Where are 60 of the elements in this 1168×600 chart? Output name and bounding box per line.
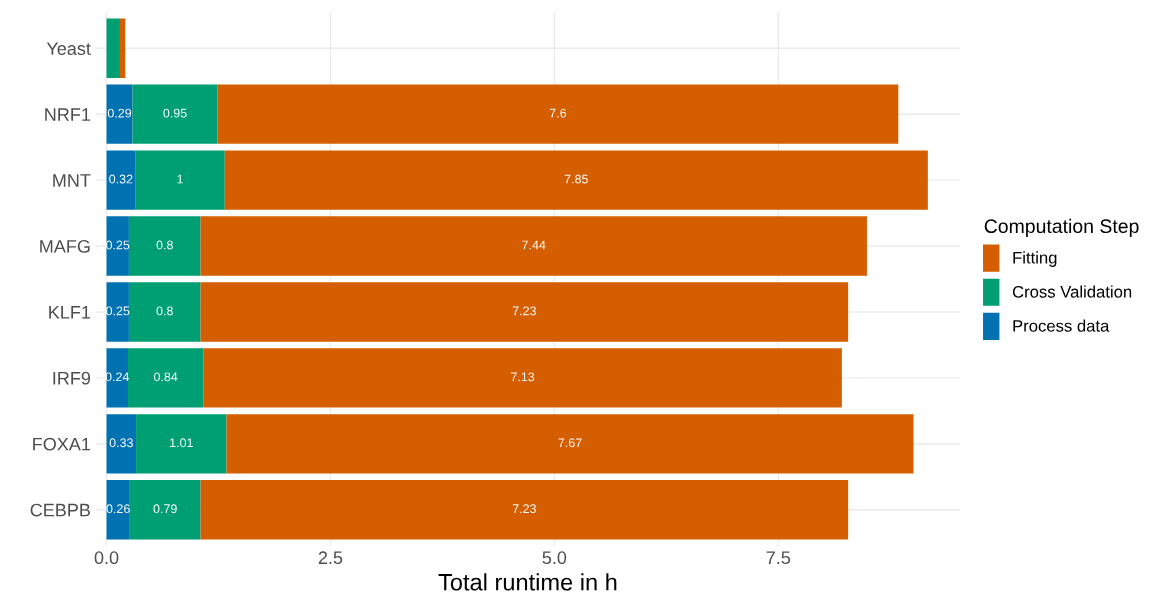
data-label: 0.79 <box>153 504 177 514</box>
data-label: 7.85 <box>564 174 588 184</box>
bar <box>128 216 201 276</box>
bar <box>106 150 136 210</box>
data-label: 0.26 <box>106 504 130 514</box>
data-label: 7.13 <box>511 372 535 382</box>
legend-label: Cross Validation <box>1012 285 1132 298</box>
bar <box>226 414 914 474</box>
y-tick-label: FOXA1 <box>33 437 91 451</box>
bar <box>128 348 204 408</box>
bar <box>106 348 129 408</box>
bar <box>106 414 137 474</box>
data-label: 7.67 <box>558 438 582 448</box>
x-tick-label: 2.5 <box>318 551 343 565</box>
y-tick-label: CEBPB <box>30 503 90 517</box>
bar <box>132 84 218 144</box>
data-label: 0.95 <box>163 108 187 118</box>
bar <box>106 18 120 78</box>
x-tick-label: 7.5 <box>766 551 791 565</box>
bar <box>135 150 225 210</box>
bar <box>129 480 201 540</box>
y-tick-label: NRF1 <box>45 108 91 121</box>
data-label: 1 <box>177 174 183 184</box>
bar <box>128 282 201 342</box>
bar <box>200 480 849 540</box>
data-label: 7.6 <box>549 108 567 118</box>
data-label: 0.8 <box>156 306 173 316</box>
bar <box>200 216 867 276</box>
y-tick-label: MNT <box>53 174 91 187</box>
legend-label: Fitting <box>1013 251 1057 267</box>
data-label: 7.23 <box>512 306 536 316</box>
bar <box>106 282 129 342</box>
data-label: 0.25 <box>106 240 130 250</box>
bar <box>217 84 899 144</box>
legend-label: Process data <box>1013 319 1110 332</box>
bar <box>106 480 130 540</box>
data-label: 1.01 <box>170 438 193 448</box>
legend-title: Computation Step <box>984 218 1139 237</box>
bar <box>200 282 849 342</box>
data-label: 7.23 <box>512 504 536 514</box>
bar <box>203 348 842 408</box>
bar <box>106 216 129 276</box>
data-label: 0.8 <box>156 240 173 250</box>
data-label: 0.84 <box>153 372 178 382</box>
bar <box>224 150 928 210</box>
bar <box>119 18 126 78</box>
x-tick-label: 5.0 <box>542 551 567 565</box>
y-tick-label: MAFG <box>40 239 90 253</box>
data-label: 0.33 <box>109 438 133 448</box>
bar <box>106 84 133 144</box>
y-tick-label: IRF9 <box>53 371 91 385</box>
data-label: 0.32 <box>109 174 133 184</box>
bar <box>136 414 227 474</box>
x-axis-title: Total runtime in h <box>438 573 617 591</box>
y-tick-label: Yeast <box>46 42 91 55</box>
data-label: 0.29 <box>107 108 132 118</box>
y-tick-label: KLF1 <box>49 306 91 319</box>
x-tick-label: 0.0 <box>94 551 119 565</box>
data-label: 0.25 <box>106 306 130 316</box>
data-label: 7.44 <box>522 240 546 250</box>
